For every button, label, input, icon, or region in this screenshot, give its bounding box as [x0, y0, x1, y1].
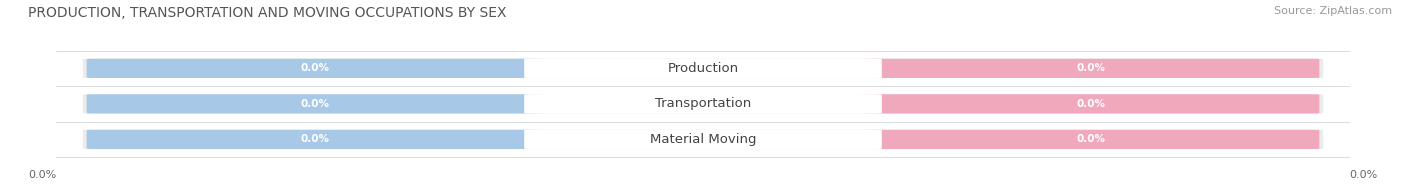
- FancyBboxPatch shape: [524, 94, 882, 114]
- FancyBboxPatch shape: [87, 94, 543, 113]
- Text: 0.0%: 0.0%: [1077, 63, 1105, 73]
- Text: 0.0%: 0.0%: [28, 170, 56, 180]
- Text: 0.0%: 0.0%: [1077, 134, 1105, 144]
- FancyBboxPatch shape: [83, 59, 1323, 78]
- FancyBboxPatch shape: [863, 130, 1319, 149]
- Text: Transportation: Transportation: [655, 97, 751, 110]
- FancyBboxPatch shape: [87, 130, 543, 149]
- FancyBboxPatch shape: [863, 59, 1319, 78]
- FancyBboxPatch shape: [83, 130, 1323, 149]
- Text: 0.0%: 0.0%: [1077, 99, 1105, 109]
- Text: Source: ZipAtlas.com: Source: ZipAtlas.com: [1274, 6, 1392, 16]
- Text: Production: Production: [668, 62, 738, 75]
- Text: Material Moving: Material Moving: [650, 133, 756, 146]
- FancyBboxPatch shape: [87, 59, 543, 78]
- Text: 0.0%: 0.0%: [1350, 170, 1378, 180]
- Text: 0.0%: 0.0%: [301, 134, 329, 144]
- Text: 0.0%: 0.0%: [301, 63, 329, 73]
- FancyBboxPatch shape: [524, 59, 882, 78]
- FancyBboxPatch shape: [524, 130, 882, 149]
- FancyBboxPatch shape: [863, 94, 1319, 113]
- FancyBboxPatch shape: [83, 94, 1323, 114]
- Text: 0.0%: 0.0%: [301, 99, 329, 109]
- Text: PRODUCTION, TRANSPORTATION AND MOVING OCCUPATIONS BY SEX: PRODUCTION, TRANSPORTATION AND MOVING OC…: [28, 6, 506, 20]
